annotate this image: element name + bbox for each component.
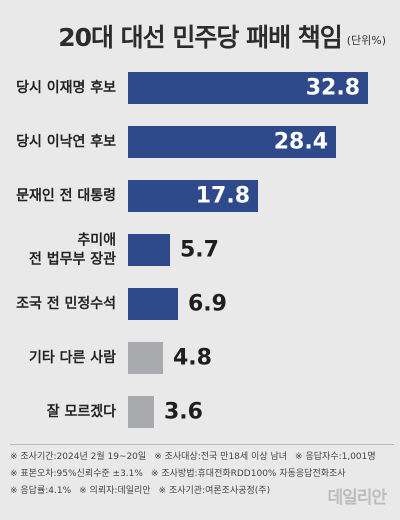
category-label-6: 잘 모르겠다 [47, 403, 116, 420]
category-label-3-0: 추미애 [77, 233, 116, 249]
bar-chart: 32.8 당시 이재명 후보 28.4 당시 이낙연 후보 17.8 문재인 전 대통령 5… [16, 72, 368, 428]
note-item: ※ 조사대상:전국 만18세 이상 남녀 [154, 452, 288, 462]
value-label-0: 32.8 [306, 76, 360, 101]
note-item: ※ 의뢰자:데일리안 [79, 486, 151, 496]
bar-6 [128, 396, 154, 428]
note-item: ※ 표본오차:95%신뢰수준 ±3.1% [10, 469, 143, 479]
category-label-5: 기타 다른 사람 [29, 350, 116, 366]
unit-label: (단위%) [346, 34, 386, 47]
bar-2 [128, 180, 258, 212]
value-label-3: 5.7 [180, 238, 219, 263]
category-label-0: 당시 이재명 후보 [16, 79, 116, 96]
bar-4 [128, 288, 178, 320]
note-line-2: ※ 응답률:4.1% ※ 의뢰자:데일리안 ※ 조사기관:여론조사공정(주) [10, 483, 394, 500]
chart-title: 20대 대선 민주당 패배 책임 [58, 23, 343, 52]
note-item: ※ 조사기관:여론조사공정(주) [158, 486, 271, 496]
bar-5 [128, 342, 163, 374]
category-label-4: 조국 전 민정수석 [16, 295, 116, 312]
category-label-1: 당시 이낙연 후보 [16, 133, 116, 150]
bar-1 [128, 126, 336, 158]
note-item: ※ 조사방법:휴대전화RDD100% 자동응답전화조사 [150, 469, 346, 479]
category-label-3-1: 전 법무부 장관 [29, 251, 116, 268]
note-line-1: ※ 표본오차:95%신뢰수준 ±3.1% ※ 조사방법:휴대전화RDD100% 자… [10, 466, 394, 483]
note-item: ※ 조사기간:2024년 2월 19~20일 [10, 452, 147, 462]
value-label-6: 3.6 [164, 400, 203, 425]
value-label-4: 6.9 [188, 292, 227, 317]
note-item: ※ 응답률:4.1% [10, 486, 72, 496]
publisher-logo: 데일리안 [327, 488, 387, 508]
survey-notes: ※ 조사기간:2024년 2월 19~20일 ※ 조사대상:전국 만18세 이상 … [10, 444, 394, 500]
note-line-0: ※ 조사기간:2024년 2월 19~20일 ※ 조사대상:전국 만18세 이상 … [10, 449, 394, 466]
category-label-2: 문재인 전 대통령 [16, 187, 116, 204]
value-label-2: 17.8 [196, 184, 250, 209]
note-item: ※ 응답자수:1,001명 [295, 452, 376, 462]
bar-0 [128, 72, 368, 104]
value-label-1: 28.4 [274, 130, 328, 155]
bar-3 [128, 234, 170, 266]
value-label-5: 4.8 [173, 346, 212, 371]
